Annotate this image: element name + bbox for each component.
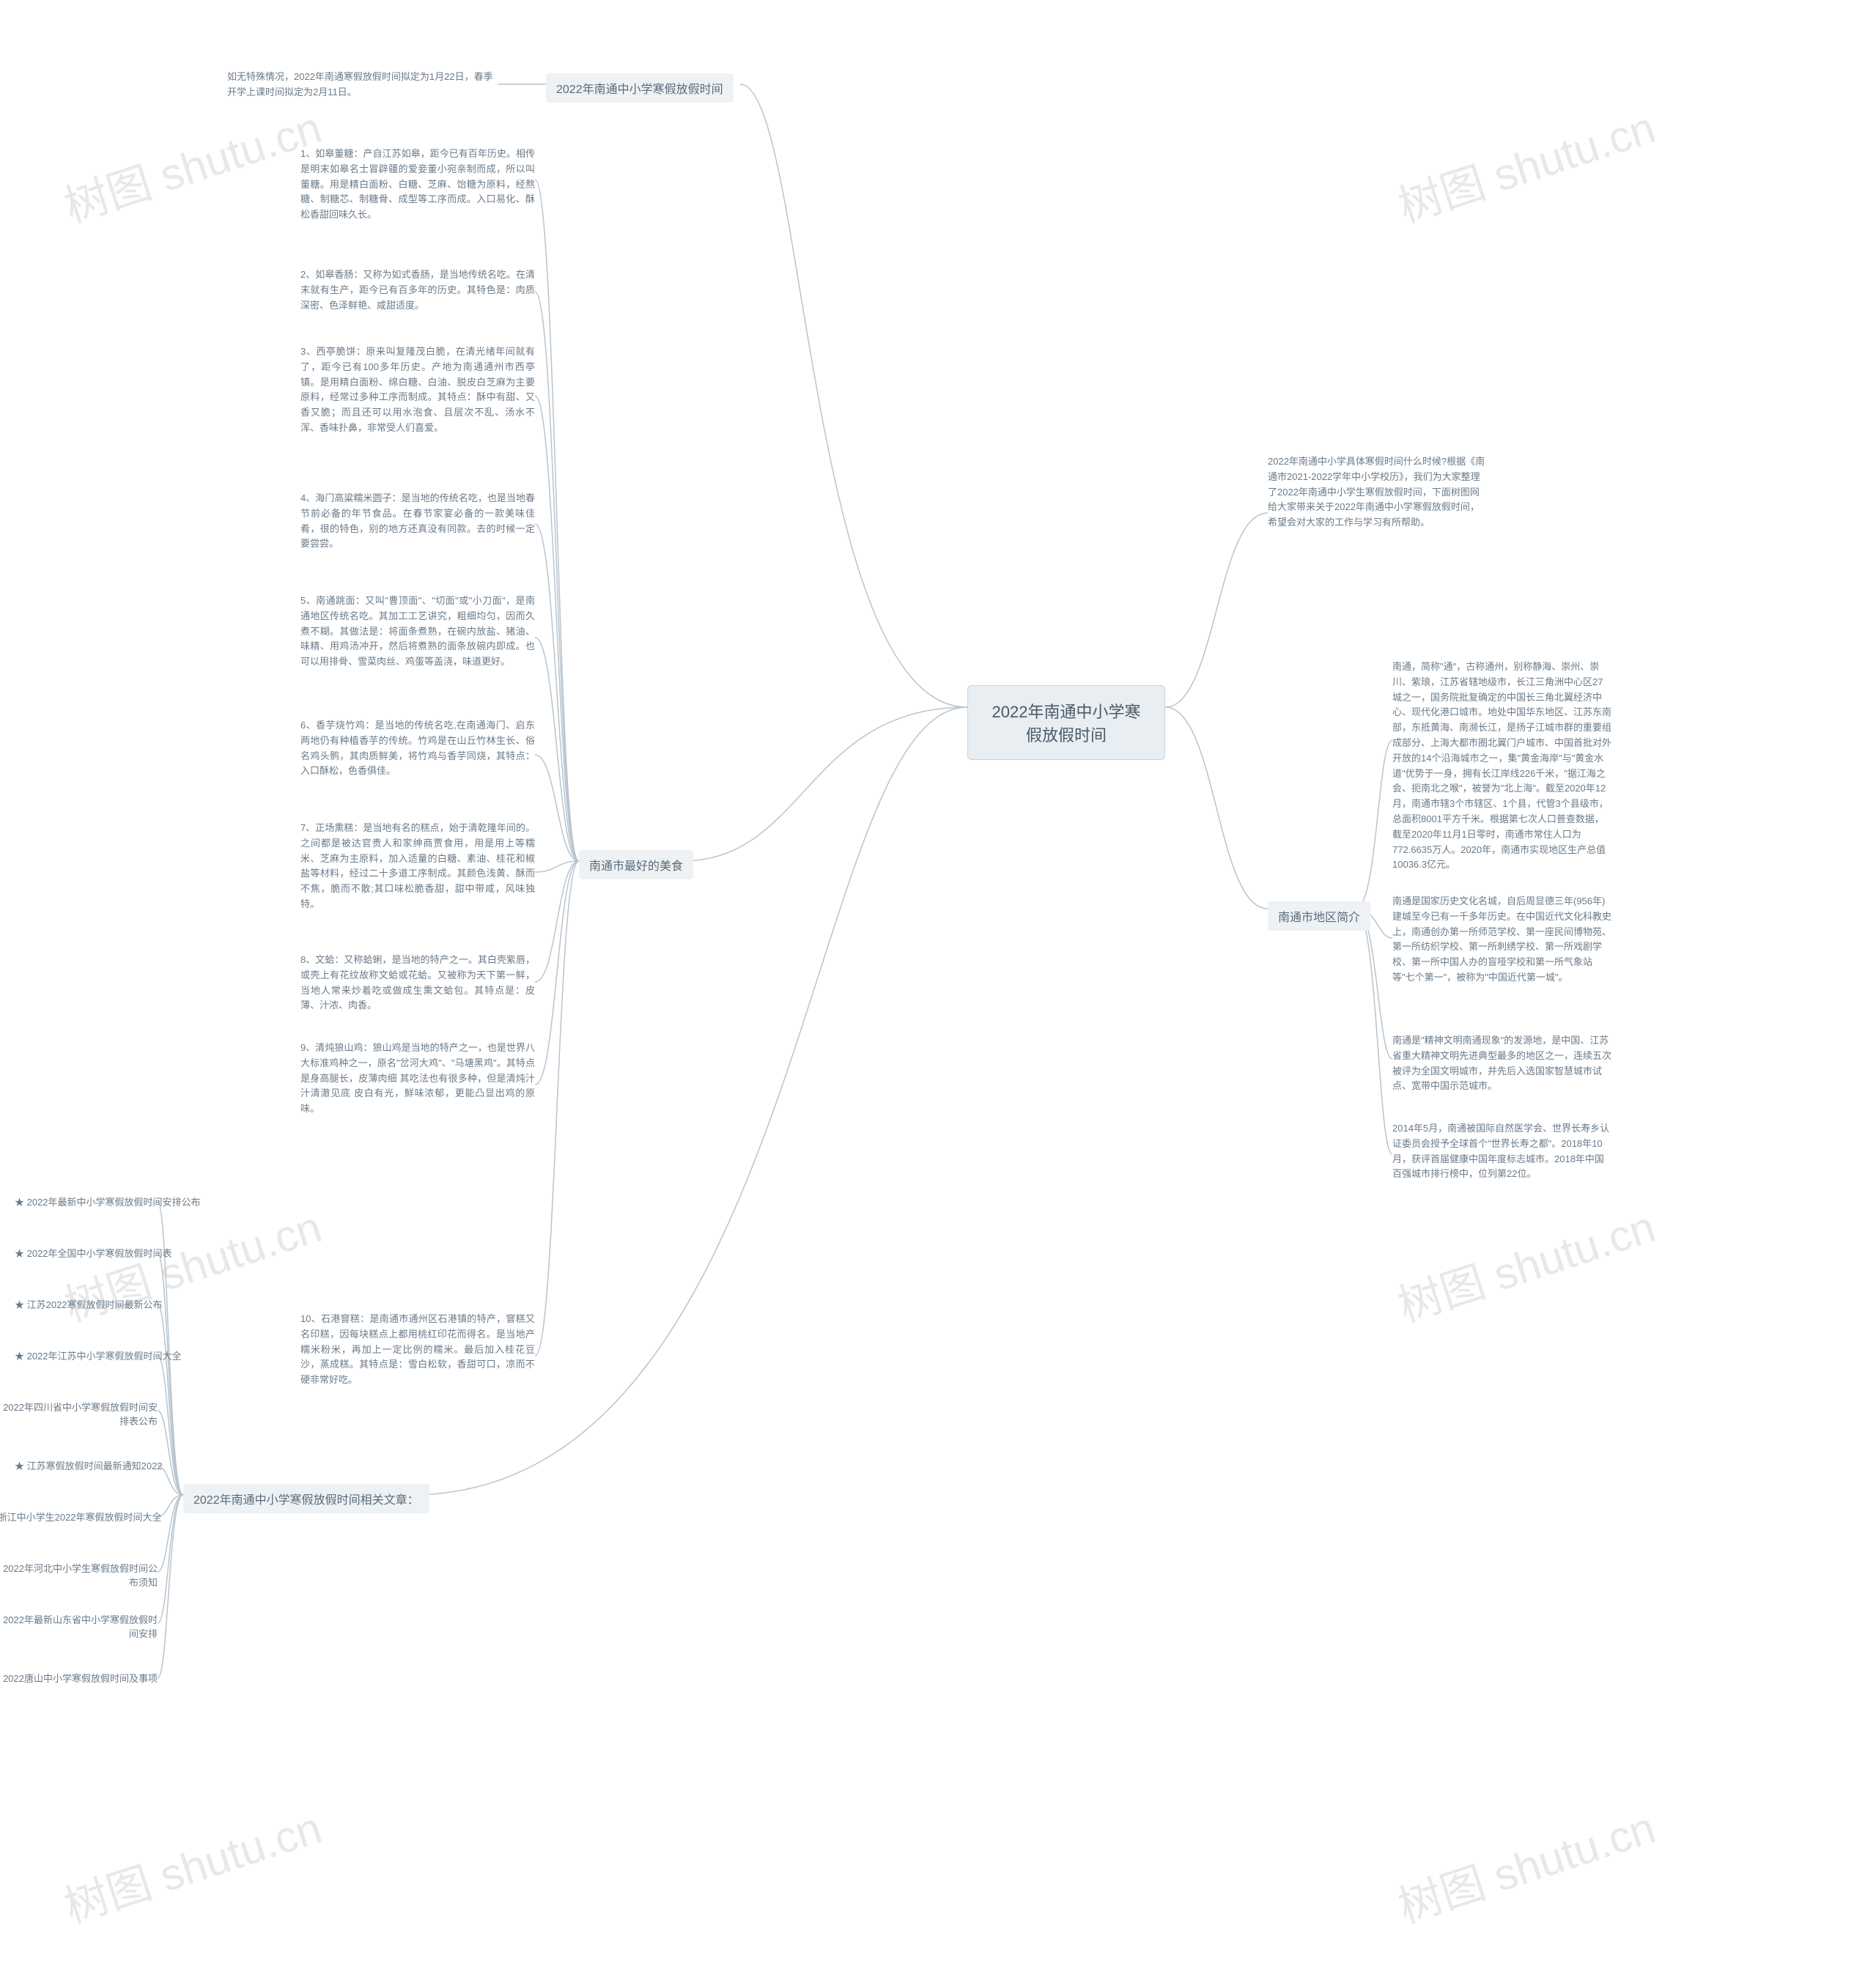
link-item-8[interactable]: ★ 2022年最新山东省中小学寒假放假时间安排	[0, 1612, 158, 1640]
food-item-2: 3、西亭脆饼：原来叫复隆茂白脆，在清光绪年间就有了，距今已有100多年历史。产地…	[300, 344, 535, 436]
branch-city[interactable]: 南通市地区简介	[1268, 901, 1370, 931]
food-item-9: 10、石港窨糕：是南通市通州区石港镇的特产，窨糕又名印糕，因每块糕点上都用桃红印…	[300, 1312, 535, 1388]
link-item-1[interactable]: ★ 2022年全国中小学寒假放假时间表	[15, 1246, 158, 1260]
food-item-7: 8、文蛤：又称蛤蜊，是当地的特产之一。其白壳紫唇，或壳上有花纹故称文蛤或花蛤。又…	[300, 953, 535, 1013]
watermark: 树图 shutu.cn	[1389, 92, 1662, 235]
watermark: 树图 shutu.cn	[1389, 1792, 1662, 1935]
city-item-1: 南通是国家历史文化名城，自后周显德三年(956年)建城至今已有一千多年历史。在中…	[1392, 894, 1612, 986]
link-item-0[interactable]: ★ 2022年最新中小学寒假放假时间安排公布	[15, 1194, 158, 1208]
root-node[interactable]: 2022年南通中小学寒假放假时间	[967, 685, 1165, 760]
food-item-0: 1、如皋董糖：产自江苏如皋，距今已有百年历史。相传是明末如皋名士冒辟疆的爱妾董小…	[300, 147, 535, 223]
city-item-2: 南通是"精神文明南通现象"的发源地，是中国、江苏省重大精神文明先进典型最多的地区…	[1392, 1033, 1612, 1094]
watermark: 树图 shutu.cn	[55, 1792, 328, 1935]
link-item-6[interactable]: ★ 浙江中小学生2022年寒假放假时间大全	[0, 1510, 158, 1524]
food-item-5: 6、香芋烧竹鸡：是当地的传统名吃,在南通海门、启东两地仍有种植香芋的传统。竹鸡是…	[300, 718, 535, 779]
branch-links[interactable]: 2022年南通中小学寒假放假时间相关文章：	[183, 1484, 429, 1513]
food-item-6: 7、正场熏糕：是当地有名的糕点，始于清乾隆年间的。之间都是被达官贵人和家绅商贾食…	[300, 821, 535, 912]
city-item-0: 南通，简称"通"，古称通州，别称静海、崇州、崇川、紫琅，江苏省辖地级市，长江三角…	[1392, 660, 1612, 873]
food-item-3: 4、海门高粱糯米圆子：是当地的传统名吃，也是当地春节前必备的年节食品。在春节家宴…	[300, 491, 535, 552]
watermark: 树图 shutu.cn	[55, 1192, 328, 1334]
city-item-3: 2014年5月，南通被国际自然医学会、世界长寿乡认证委员会授予全球首个"世界长寿…	[1392, 1121, 1612, 1182]
branch-food[interactable]: 南通市最好的美食	[579, 850, 693, 879]
mindmap-connectors	[0, 0, 1876, 1972]
watermark: 树图 shutu.cn	[55, 92, 328, 235]
branch-schedule[interactable]: 2022年南通中小学寒假放假时间	[546, 73, 734, 103]
food-item-4: 5、南通跳面：又叫"曹顶面"、"切面"或"小刀面"，是南通地区传统名吃。其加工工…	[300, 594, 535, 670]
link-item-7[interactable]: ★ 2022年河北中小学生寒假放假时间公布须知	[0, 1561, 158, 1589]
link-item-5[interactable]: ★ 江苏寒假放假时间最新通知2022	[15, 1458, 158, 1472]
schedule-content: 如无特殊情况，2022年南通寒假放假时间拟定为1月22日，春季开学上课时间拟定为…	[227, 70, 498, 100]
food-item-1: 2、如皋香肠：又称为如式香肠，是当地传统名吃。在清末就有生产，距今已有百多年的历…	[300, 267, 535, 313]
link-item-4[interactable]: ★ 2022年四川省中小学寒假放假时间安排表公布	[0, 1400, 158, 1428]
link-item-9[interactable]: ★ 2022唐山中小学寒假放假时间及事项	[0, 1671, 158, 1685]
watermark: 树图 shutu.cn	[1389, 1192, 1662, 1334]
food-item-8: 9、清炖狼山鸡：狼山鸡是当地的特产之一，也是世界八大标准鸡种之一，原名"岔河大鸡…	[300, 1041, 535, 1117]
intro-text: 2022年南通中小学具体寒假时间什么时候?根据《南通市2021-2022学年中小…	[1268, 454, 1488, 531]
link-item-2[interactable]: ★ 江苏2022寒假放假时间最新公布	[15, 1297, 158, 1311]
link-item-3[interactable]: ★ 2022年江苏中小学寒假放假时间大全	[15, 1348, 158, 1362]
